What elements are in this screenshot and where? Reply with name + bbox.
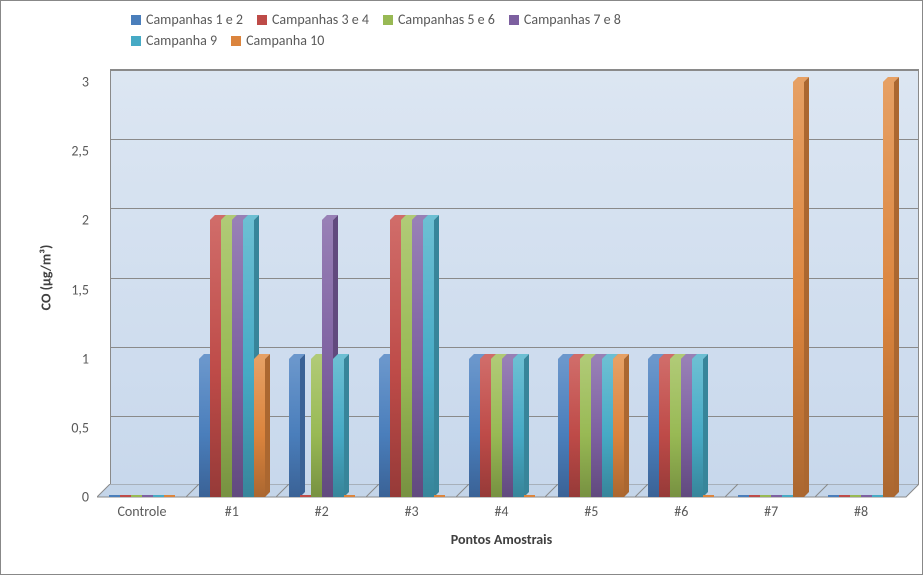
bar <box>602 354 613 497</box>
bar-zero <box>109 495 120 497</box>
bar <box>502 354 513 497</box>
bars-layer <box>97 69 906 497</box>
legend-label: Campanhas 7 e 8 <box>524 11 621 28</box>
legend-label: Campanha 9 <box>146 32 217 49</box>
legend-swatch <box>383 15 393 25</box>
bar-zero <box>738 495 749 497</box>
bar <box>692 354 703 497</box>
x-tick-label: #1 <box>225 503 239 520</box>
bar <box>513 354 524 497</box>
bar-zero <box>782 495 793 497</box>
bar-zero <box>872 495 883 497</box>
y-axis-title: CO (µg/m³) <box>37 244 54 310</box>
bar <box>491 354 502 497</box>
x-tick-label: #4 <box>494 503 508 520</box>
x-tick-label: #3 <box>405 503 419 520</box>
bar <box>558 354 569 497</box>
legend-swatch <box>231 36 241 46</box>
legend-swatch <box>131 15 141 25</box>
x-tick-label: #6 <box>674 503 688 520</box>
legend-item: Campanhas 7 e 8 <box>509 11 621 28</box>
legend-item: Campanha 10 <box>231 32 324 49</box>
bar <box>659 354 670 497</box>
bar <box>648 354 659 497</box>
bar <box>412 215 423 497</box>
bar-zero <box>828 495 839 497</box>
bar <box>670 354 681 497</box>
bar-zero <box>131 495 142 497</box>
bar-zero <box>120 495 131 497</box>
legend-item: Campanha 9 <box>131 32 217 49</box>
y-tick-label: 1 <box>49 350 89 367</box>
bar-zero <box>142 495 153 497</box>
bar <box>480 354 491 497</box>
bar-zero <box>524 495 535 497</box>
bar <box>221 215 232 497</box>
legend-label: Campanhas 5 e 6 <box>398 11 495 28</box>
bar <box>681 354 692 497</box>
chart-frame: 0 0,5 1 1,5 2 2,5 3 CO (µg/m³) Controle #1 #2 #3 #4 #… <box>0 0 923 575</box>
bar-zero <box>344 495 355 497</box>
x-tick-label: #7 <box>764 503 778 520</box>
bar <box>613 354 624 497</box>
y-tick-label: 3 <box>49 74 89 91</box>
bar <box>232 215 243 497</box>
bar-zero <box>850 495 861 497</box>
legend-label: Campanhas 1 e 2 <box>146 11 243 28</box>
y-tick-label: 2 <box>49 212 89 229</box>
bar <box>289 354 300 497</box>
y-tick-label: 1,5 <box>49 281 89 298</box>
bar-zero <box>839 495 850 497</box>
bar <box>591 354 602 497</box>
bar <box>210 215 221 497</box>
y-tick-label: 0 <box>49 489 89 506</box>
legend-item: Campanhas 3 e 4 <box>257 11 369 28</box>
bar <box>254 354 265 497</box>
bar <box>423 215 434 497</box>
x-tick-label: #2 <box>315 503 329 520</box>
legend-item: Campanhas 1 e 2 <box>131 11 243 28</box>
bar <box>883 77 894 497</box>
legend-swatch <box>257 15 267 25</box>
legend-label: Campanhas 3 e 4 <box>272 11 369 28</box>
x-tick-label: Controle <box>117 503 166 520</box>
bar <box>311 354 322 497</box>
bar-zero <box>760 495 771 497</box>
bar-zero <box>861 495 872 497</box>
bar-zero <box>300 495 311 497</box>
bar-zero <box>749 495 760 497</box>
x-tick-label: #5 <box>584 503 598 520</box>
bar <box>199 354 210 497</box>
y-tick-label: 2,5 <box>49 143 89 160</box>
bar-zero <box>153 495 164 497</box>
x-axis-ticks: Controle #1 #2 #3 #4 #5 #6 #7 #8 <box>97 503 906 525</box>
x-axis-title: Pontos Amostrais <box>97 531 906 548</box>
bar <box>379 354 390 497</box>
bar <box>569 354 580 497</box>
bar-zero <box>771 495 782 497</box>
y-tick-label: 0,5 <box>49 419 89 436</box>
bar <box>333 354 344 497</box>
legend: Campanhas 1 e 2 Campanhas 3 e 4 Campanhas … <box>131 11 661 49</box>
legend-label: Campanha 10 <box>246 32 324 49</box>
bar-zero <box>434 495 445 497</box>
legend-item: Campanhas 5 e 6 <box>383 11 495 28</box>
bar <box>469 354 480 497</box>
x-tick-label: #8 <box>854 503 868 520</box>
bar <box>390 215 401 497</box>
bar-zero <box>703 495 714 497</box>
bar <box>401 215 412 497</box>
bar <box>243 215 254 497</box>
bar <box>580 354 591 497</box>
legend-swatch <box>131 36 141 46</box>
legend-swatch <box>509 15 519 25</box>
bar-zero <box>164 495 175 497</box>
bar <box>793 77 804 497</box>
bar <box>322 215 333 497</box>
